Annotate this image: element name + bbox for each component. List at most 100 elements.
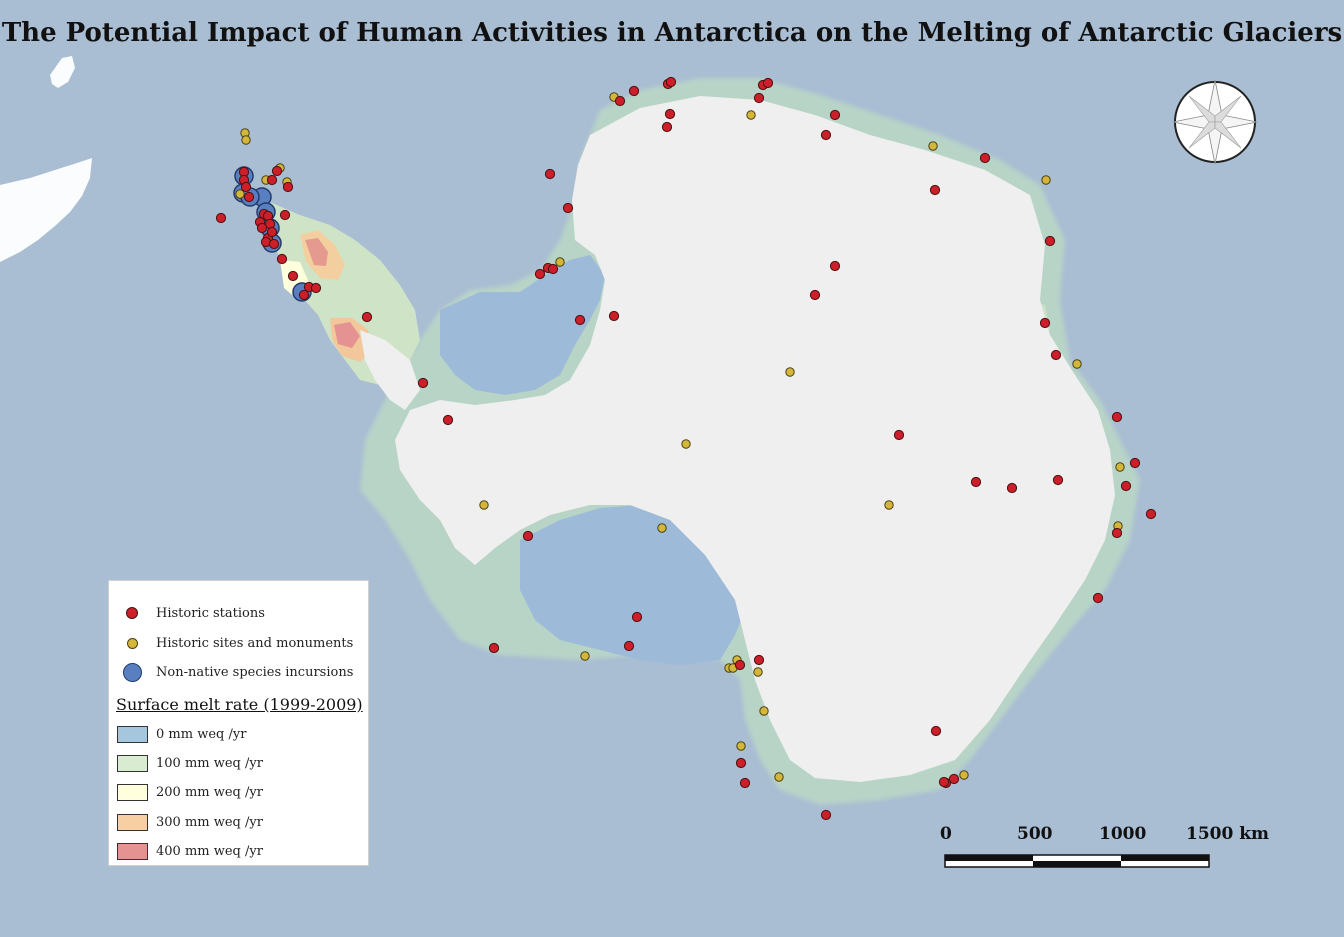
legend-label-melt-400: 400 mm weq /yr	[156, 843, 263, 859]
historic-station-marker	[522, 530, 534, 542]
historic-station-marker	[243, 191, 255, 203]
historic-station-marker	[256, 222, 268, 234]
historic-station-marker	[240, 181, 252, 193]
marker-layer	[215, 76, 1157, 821]
map-legend: Historic stations Historic sites and mon…	[108, 580, 369, 866]
historic-station-marker	[623, 640, 635, 652]
historic-station-marker	[271, 165, 283, 177]
historic-station-marker	[1092, 592, 1104, 604]
scale-label-1500: 1500 km	[1186, 824, 1269, 844]
historic-station-marker	[1120, 480, 1132, 492]
historic-site-marker	[555, 257, 565, 267]
historic-station-marker	[547, 263, 559, 275]
scale-label-500: 500	[1017, 824, 1053, 844]
historic-station-marker	[1111, 527, 1123, 539]
historic-station-marker	[608, 310, 620, 322]
historic-station-marker	[664, 108, 676, 120]
historic-station-marker	[1050, 349, 1062, 361]
historic-station-marker	[279, 209, 291, 221]
ross-ice-shelf	[520, 505, 750, 665]
historic-station-marker	[753, 654, 765, 666]
historic-station-marker	[310, 282, 322, 294]
historic-station-marker	[809, 289, 821, 301]
historic-site-marker	[1041, 175, 1051, 185]
historic-station-marker	[735, 757, 747, 769]
historic-station-marker	[753, 92, 765, 104]
historic-station-marker	[266, 174, 278, 186]
blue-circle-icon	[109, 662, 155, 682]
historic-site-marker	[928, 141, 938, 151]
historic-site-marker	[759, 706, 769, 716]
historic-site-marker	[736, 741, 746, 751]
legend-label-sites: Historic sites and monuments	[156, 635, 354, 651]
scale-label-1000: 1000	[1099, 824, 1147, 844]
historic-station-marker	[442, 414, 454, 426]
compass-rose-icon	[1172, 79, 1258, 165]
historic-station-marker	[628, 85, 640, 97]
historic-station-marker	[215, 212, 227, 224]
historic-station-marker	[1044, 235, 1056, 247]
historic-station-marker	[276, 253, 288, 265]
south-america-tip	[0, 158, 92, 262]
historic-station-marker	[829, 260, 841, 272]
historic-site-marker	[681, 439, 691, 449]
historic-site-marker	[1115, 462, 1125, 472]
historic-station-marker	[970, 476, 982, 488]
melt-400-swatch	[109, 842, 155, 860]
historic-station-marker	[929, 184, 941, 196]
historic-site-marker	[479, 500, 489, 510]
historic-station-marker	[762, 77, 774, 89]
historic-station-marker	[417, 377, 429, 389]
historic-station-marker	[734, 659, 746, 671]
legend-label-species: Non-native species incursions	[156, 664, 354, 680]
historic-station-marker	[930, 725, 942, 737]
historic-station-marker	[488, 642, 500, 654]
historic-site-marker	[580, 651, 590, 661]
historic-site-marker	[785, 367, 795, 377]
falkland-islands	[50, 56, 75, 88]
historic-station-marker	[298, 289, 310, 301]
historic-station-marker	[1111, 411, 1123, 423]
melt-0-swatch	[109, 725, 155, 743]
scale-bar	[944, 854, 1210, 868]
historic-site-marker	[1072, 359, 1082, 369]
historic-station-marker	[562, 202, 574, 214]
melt-200-swatch	[109, 783, 155, 801]
historic-station-marker	[665, 76, 677, 88]
legend-label-stations: Historic stations	[156, 605, 265, 621]
legend-label-melt-100: 100 mm weq /yr	[156, 755, 263, 771]
historic-station-marker	[893, 429, 905, 441]
historic-station-marker	[1006, 482, 1018, 494]
historic-station-marker	[361, 311, 373, 323]
historic-station-marker	[534, 268, 546, 280]
historic-station-marker	[829, 109, 841, 121]
melt-legend-heading: Surface melt rate (1999-2009)	[116, 695, 363, 714]
historic-station-marker	[979, 152, 991, 164]
historic-station-marker	[266, 226, 278, 238]
map-title: The Potential Impact of Human Activities…	[1, 18, 1343, 48]
historic-site-marker	[753, 667, 763, 677]
historic-station-marker	[1039, 317, 1051, 329]
historic-site-marker	[884, 500, 894, 510]
historic-site-marker	[241, 135, 251, 145]
historic-station-marker	[820, 129, 832, 141]
historic-site-marker	[657, 523, 667, 533]
historic-station-marker	[820, 809, 832, 821]
historic-station-marker	[1129, 457, 1141, 469]
legend-label-melt-0: 0 mm weq /yr	[156, 726, 247, 742]
historic-station-marker	[1145, 508, 1157, 520]
peninsula-ice	[360, 330, 420, 410]
historic-station-marker	[1052, 474, 1064, 486]
historic-station-marker	[938, 776, 950, 788]
antarctic-ice-sheet	[395, 96, 1115, 782]
red-dot-icon	[109, 607, 155, 619]
scale-label-0: 0	[940, 824, 952, 844]
historic-station-marker	[739, 777, 751, 789]
historic-station-marker	[631, 611, 643, 623]
historic-station-marker	[614, 95, 626, 107]
historic-site-marker	[746, 110, 756, 120]
yellow-dot-icon	[109, 637, 155, 649]
historic-station-marker	[574, 314, 586, 326]
melt-100-swatch	[109, 754, 155, 772]
historic-station-marker	[661, 121, 673, 133]
